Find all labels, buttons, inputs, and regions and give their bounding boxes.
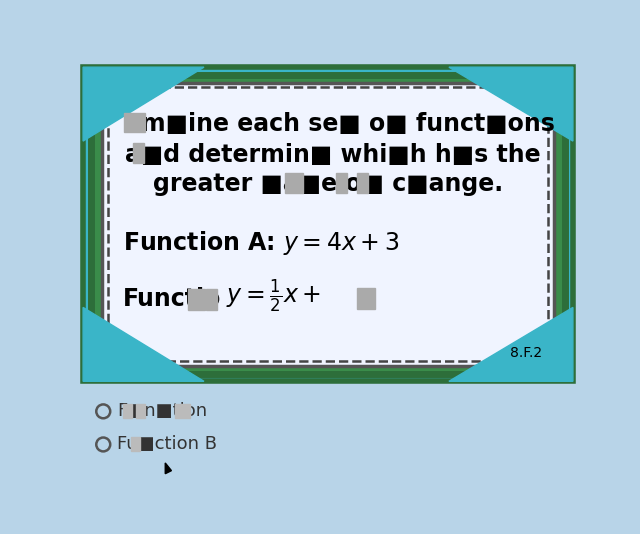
- Bar: [108, 87, 548, 360]
- Bar: [102, 83, 554, 366]
- Text: 8.F.2: 8.F.2: [510, 346, 542, 360]
- Bar: [124, 113, 145, 132]
- Bar: [136, 404, 145, 418]
- Text: a■d determin■ whi■h h■s the: a■d determin■ whi■h h■s the: [125, 143, 541, 167]
- Text: Fu■ction B: Fu■ction B: [117, 435, 217, 453]
- Bar: [131, 437, 140, 451]
- Polygon shape: [83, 308, 204, 381]
- Text: Functio: Functio: [123, 287, 221, 311]
- Bar: [80, 384, 576, 475]
- Bar: [285, 174, 303, 193]
- Text: am■ine each se■ o■ funct■ons: am■ine each se■ o■ funct■ons: [125, 112, 555, 136]
- Text: :: :: [208, 287, 225, 311]
- Bar: [358, 288, 374, 309]
- Bar: [358, 174, 368, 193]
- Bar: [91, 75, 565, 374]
- Bar: [123, 404, 132, 418]
- Polygon shape: [449, 67, 573, 141]
- Polygon shape: [83, 67, 204, 141]
- Polygon shape: [165, 463, 172, 474]
- Bar: [205, 289, 217, 310]
- Text: Function A: $y = 4x + 3$: Function A: $y = 4x + 3$: [123, 229, 399, 257]
- Text: $y = \frac{1}{2}x + $: $y = \frac{1}{2}x + $: [226, 278, 321, 315]
- Bar: [188, 289, 205, 310]
- Text: F■n■tion: F■n■tion: [117, 402, 207, 420]
- Bar: [132, 144, 143, 163]
- Bar: [83, 67, 573, 381]
- Text: greater ■a■e o■ c■ange.: greater ■a■e o■ c■ange.: [153, 172, 503, 196]
- Bar: [336, 174, 347, 193]
- Polygon shape: [449, 308, 573, 381]
- Bar: [175, 404, 190, 418]
